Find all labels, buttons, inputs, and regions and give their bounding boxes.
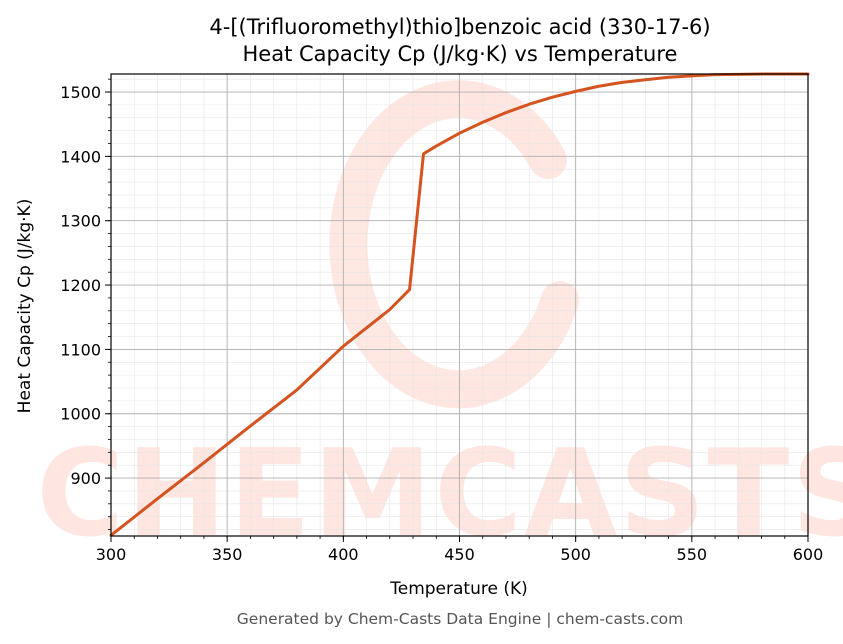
- x-tick-label: 400: [328, 545, 359, 564]
- watermark-logo: CHEMCASTS: [36, 80, 843, 564]
- y-tick-label: 1200: [60, 276, 101, 295]
- y-tick-label: 1400: [60, 147, 101, 166]
- footer-credit: Generated by Chem-Casts Data Engine | ch…: [237, 610, 683, 628]
- x-tick-label: 550: [677, 545, 708, 564]
- chart-title-line2: Heat Capacity Cp (J/kg·K) vs Temperature: [243, 42, 678, 66]
- y-tick-label: 1100: [60, 340, 101, 359]
- cp-series-line: [109, 72, 810, 537]
- x-tick-label: 600: [793, 545, 824, 564]
- x-axis-ticks: 300 350 400 450 500 550 600: [96, 536, 824, 564]
- y-tick-label: 1000: [60, 405, 101, 424]
- y-tick-label: 1300: [60, 212, 101, 231]
- chart-title-line1: 4-[(Trifluoromethyl)thio]benzoic acid (3…: [209, 15, 710, 39]
- x-tick-label: 450: [444, 545, 475, 564]
- x-tick-label: 350: [212, 545, 243, 564]
- y-axis-ticks: 900 1000 1100 1200 1300 1400 1500: [60, 78, 111, 530]
- series-layer: [109, 72, 810, 537]
- x-tick-label: 500: [560, 545, 591, 564]
- y-tick-label: 900: [70, 469, 101, 488]
- svg-text:CHEMCASTS: CHEMCASTS: [36, 425, 843, 564]
- x-tick-label: 300: [96, 545, 127, 564]
- y-axis-label: Heat Capacity Cp (J/kg·K): [15, 199, 35, 414]
- x-axis-label: Temperature (K): [389, 579, 528, 599]
- y-tick-label: 1500: [60, 83, 101, 102]
